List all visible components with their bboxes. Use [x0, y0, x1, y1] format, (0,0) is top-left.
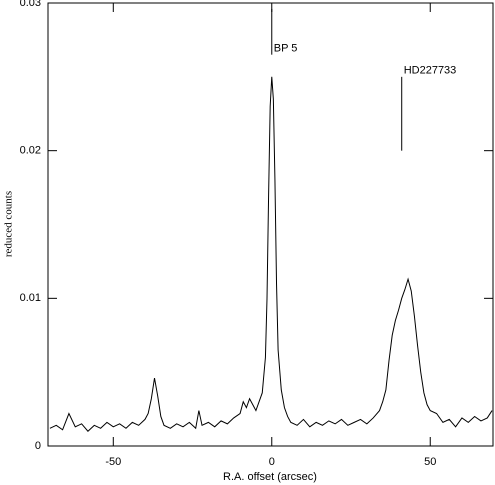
data-line	[49, 76, 493, 432]
x-tick-label: 50	[424, 456, 436, 468]
y-tick-label: 0.01	[20, 292, 41, 304]
y-tick-label: 0.02	[20, 145, 41, 157]
annotation-label: BP 5	[274, 43, 298, 55]
plot-frame	[47, 2, 494, 447]
y-tick-label: 0	[35, 440, 41, 452]
x-tick-label: 0	[269, 456, 275, 468]
y-axis-title: reduced counts	[3, 191, 15, 257]
x-tick-label: -50	[105, 456, 121, 468]
x-axis-title: R.A. offset (arcsec)	[223, 471, 317, 483]
annotation-label: HD227733	[404, 65, 457, 77]
y-tick-label: 0.03	[20, 0, 41, 9]
